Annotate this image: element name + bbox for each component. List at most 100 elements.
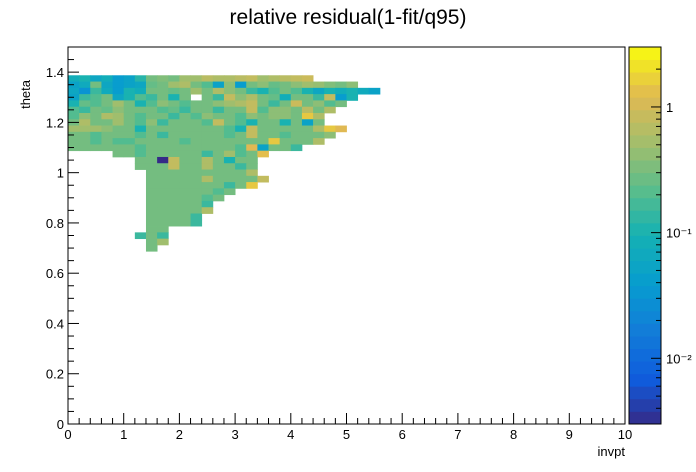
heatmap-cell [168,188,180,196]
heatmap-cell [279,75,292,82]
heatmap-cell [246,156,258,164]
colorbar-segment [629,298,661,312]
heatmap-cell [145,244,158,252]
heatmap-cell [290,87,303,95]
heatmap-cell [235,75,247,82]
heatmap-cell [179,138,191,145]
heatmap-cell [257,131,269,139]
heatmap-cell [290,144,303,152]
heatmap-cell [101,94,113,101]
heatmap-cell [157,226,169,233]
y-axis-label: theta [18,79,33,109]
heatmap-cell [223,106,236,114]
heatmap-cell [157,106,169,114]
heatmap-cell [134,156,147,164]
heatmap-cell [101,119,113,126]
heatmap-cell [235,156,247,164]
colorbar-segment [629,398,661,412]
colorbar-segment [629,122,661,136]
heatmap-cell [145,150,158,158]
heatmap-cell [179,156,191,164]
heatmap-cell [212,182,225,189]
x-tick-label: 5 [343,427,350,442]
heatmap-cell [246,94,258,101]
heatmap-cell [134,87,147,95]
heatmap-cell [201,87,214,95]
heatmap-cell [123,119,136,126]
heatmap-cell [301,112,314,120]
heatmap-cell [246,81,258,89]
heatmap-cell [268,131,281,139]
colorbar-segment [629,109,661,123]
heatmap-cell [157,119,169,126]
heatmap-cell [101,106,113,114]
heatmap-cell [179,207,191,214]
heatmap-cell [223,100,236,108]
heatmap-cell [201,75,214,82]
heatmap-cell [134,125,147,133]
heatmap-cell [101,87,113,95]
heatmap-cell [101,131,113,139]
chart-title: relative residual(1-fit/q95) [230,6,467,29]
heatmap-cell [79,106,91,114]
heatmap-cell [324,125,336,133]
heatmap-cell [201,163,214,170]
heatmap-cell [212,131,225,139]
heatmap-cell [223,87,236,95]
heatmap-cell [257,94,269,101]
heatmap-cell [268,138,281,145]
heatmap-cell [268,106,281,114]
y-axis: 0 0.2 0.4 0.6 0.8 1 1.2 1.4 [46,46,79,432]
heatmap-cell [145,94,158,101]
heatmap-cell [223,150,236,158]
heatmap-cell [123,75,136,82]
heatmap-cell [145,81,158,89]
colorbar-segment [629,336,661,349]
heatmap-cell [157,150,169,158]
heatmap-cell [290,112,303,120]
heatmap-cell [190,213,203,221]
heatmap-cell [79,87,91,95]
heatmap-cell [190,81,203,89]
heatmap-cell [112,81,125,89]
heatmap-cell [246,100,258,108]
heatmap-cell [279,112,292,120]
x-tick-label: 10 [618,427,632,442]
heatmap-cell [90,131,102,139]
heatmap-cell [235,144,247,152]
colorbar-segment [629,210,661,224]
heatmap-cell [301,131,314,139]
heatmap-cell [212,94,225,101]
heatmap-cell [123,125,136,133]
heatmap-cell [90,106,102,114]
heatmap-cell [179,200,191,208]
heatmap-cell [290,75,303,82]
heatmap-cell [212,144,225,152]
heatmap-cell [190,207,203,214]
heatmap-cell [112,144,125,152]
heatmap-cell [157,94,169,101]
heatmap-cell [212,156,225,164]
heatmap-cell [179,169,191,177]
heatmap-cell [212,106,225,114]
heatmap-cell [79,81,91,89]
heatmap-cell [179,175,191,183]
heatmap-cell [168,112,180,120]
heatmap-cell [212,169,225,177]
heatmap-cell [190,194,203,202]
heatmap-cell [223,119,236,126]
heatmap-cell [257,144,269,152]
heatmap-cell [313,112,325,120]
heatmap-cell [257,100,269,108]
heatmap-cell [190,182,203,189]
heatmap-cell [313,106,325,114]
heatmap-cell [134,232,147,240]
heatmap-cell [324,131,336,139]
heatmap-cell [212,100,225,108]
heatmap-cell [68,87,80,95]
heatmap-cell [346,81,359,89]
heatmap-cell [279,119,292,126]
heatmap-cell [268,125,281,133]
heatmap-cell [335,94,347,101]
heatmap-cell [134,81,147,89]
